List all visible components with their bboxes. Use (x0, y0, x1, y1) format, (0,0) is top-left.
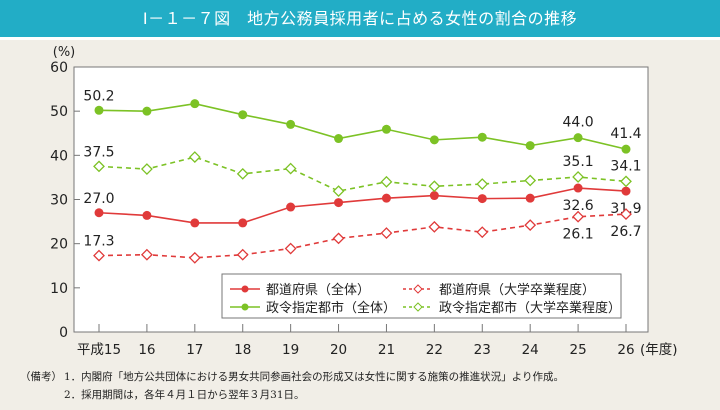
y-axis-label: (%) (53, 45, 76, 60)
data-point (573, 133, 583, 143)
x-tick-label: 24 (522, 342, 539, 358)
series-line (98, 213, 627, 259)
x-tick-label: 平成15 (77, 342, 121, 358)
data-point (620, 208, 632, 220)
data-point (332, 232, 345, 245)
legend-label: 政令指定都市（大学卒業程度） (439, 300, 621, 316)
data-label: 26.7 (610, 224, 641, 240)
data-point (524, 219, 537, 232)
legend-marker (241, 285, 249, 293)
data-point (381, 124, 391, 134)
data-point (428, 180, 441, 193)
data-point (572, 171, 585, 183)
data-point (286, 119, 296, 129)
data-label: 44.0 (563, 115, 594, 131)
data-point (380, 175, 393, 188)
data-point (573, 183, 583, 193)
data-point (429, 191, 439, 201)
y-tick-label: 60 (50, 60, 68, 76)
data-label: 35.1 (563, 154, 594, 170)
data-point (477, 132, 487, 142)
x-tick-label: 18 (234, 342, 251, 358)
notes: （備考） 1．内閣府「地方公共団体における男女共同参画社会の形成又は女性に関する施… (20, 368, 564, 404)
legend-label: 都道府県（全体） (266, 282, 370, 298)
data-point (334, 134, 344, 144)
data-point (284, 242, 297, 255)
data-point (380, 227, 393, 239)
data-point (188, 251, 201, 264)
data-point (525, 141, 535, 151)
data-point (525, 193, 535, 203)
y-tick-label: 20 (50, 237, 68, 253)
data-label: 17.3 (83, 234, 114, 250)
legend-marker (413, 284, 423, 294)
x-tick-label: 21 (378, 342, 395, 358)
x-tick-label: 25 (569, 342, 586, 358)
legend (221, 273, 622, 319)
data-point (620, 175, 632, 188)
data-point (140, 248, 153, 261)
x-tick-label: 26 (617, 342, 634, 358)
data-label: 41.4 (610, 126, 641, 142)
x-tick-label: 16 (138, 342, 155, 358)
x-tick-label: 22 (426, 342, 443, 358)
data-point (381, 193, 391, 203)
y-tick-label: 50 (50, 104, 68, 120)
series-line (98, 102, 627, 150)
data-point (429, 135, 439, 145)
y-tick-label: 10 (50, 281, 68, 297)
legend-label: 都道府県（大学卒業程度） (439, 282, 595, 298)
data-label: 50.2 (83, 88, 114, 104)
data-point (334, 198, 344, 208)
data-point (477, 194, 487, 204)
data-label: 27.0 (83, 191, 114, 207)
legend-marker (413, 302, 423, 312)
data-point (93, 249, 105, 262)
data-point (236, 167, 249, 180)
data-point (93, 160, 105, 173)
data-point (284, 162, 297, 175)
data-point (524, 174, 537, 187)
legend-label: 政令指定都市（全体） (266, 300, 396, 316)
data-point (286, 202, 296, 212)
data-point (238, 110, 248, 120)
note-2: 2．採用期間は，各年４月１日から翌年３月31日。 (64, 389, 305, 401)
data-point (142, 106, 152, 116)
data-point (140, 163, 153, 175)
x-axis-label: (年度) (640, 342, 678, 358)
data-point (94, 208, 104, 218)
data-point (476, 226, 489, 239)
data-label: 37.5 (83, 144, 114, 160)
data-point (238, 218, 248, 228)
series-line (98, 156, 627, 192)
figure-title: Ⅰ－１－７図 地方公務員採用者に占める女性の割合の推移 (0, 0, 720, 40)
data-point (142, 210, 152, 220)
data-point (190, 218, 200, 228)
data-point (94, 105, 104, 115)
data-label: 34.1 (610, 158, 641, 174)
legend-marker (241, 303, 249, 311)
x-tick-label: 19 (282, 342, 299, 358)
data-point (572, 210, 585, 223)
data-label: 32.6 (563, 198, 594, 214)
data-point (190, 99, 200, 109)
data-point (236, 248, 249, 261)
notes-label: （備考） (20, 371, 62, 383)
note-1: 1．内閣府「地方公共団体における男女共同参画社会の形成又は女性に関する施策の推進… (64, 371, 564, 383)
data-point (188, 151, 201, 164)
data-label: 26.1 (563, 227, 594, 243)
data-point (621, 186, 631, 196)
line-chart: (%) 0 10 20 30 40 50 60 平成15 16 17 18 19 20 21 22 23 24 25… (50, 45, 678, 358)
y-tick-label: 40 (50, 148, 68, 164)
x-tick-label: 20 (330, 342, 347, 358)
data-point (621, 144, 631, 154)
data-point (332, 185, 345, 198)
y-tick-label: 30 (50, 193, 68, 209)
series-line (98, 187, 627, 224)
x-tick-label: 17 (186, 342, 203, 358)
data-point (476, 178, 489, 190)
y-tick-label: 0 (59, 325, 68, 341)
x-tick-label: 23 (474, 342, 491, 358)
data-point (428, 220, 441, 233)
